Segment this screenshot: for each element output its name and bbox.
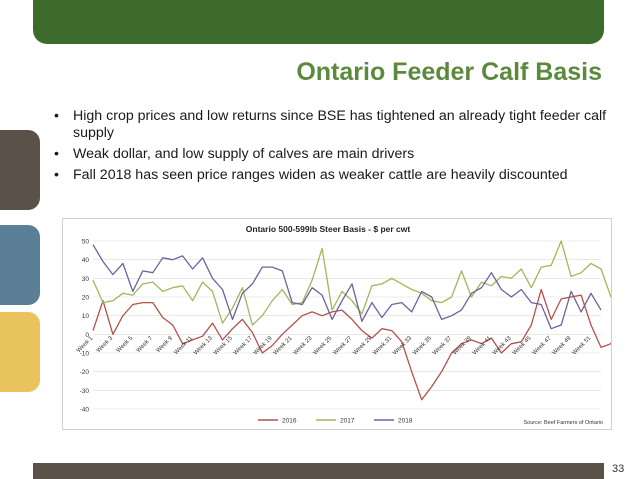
side-tab-blue bbox=[0, 225, 40, 305]
chart-title: Ontario 500-599lb Steer Basis - $ per cw… bbox=[246, 224, 411, 234]
y-tick-label: -40 bbox=[80, 407, 90, 414]
chart-grid bbox=[93, 240, 601, 410]
y-tick-label: 20 bbox=[82, 295, 90, 302]
page-number: 33 bbox=[612, 463, 625, 475]
y-tick-label: 50 bbox=[82, 239, 90, 246]
chart-source: Source: Beef Farmers of Ontario bbox=[524, 420, 603, 426]
y-tick-label: -10 bbox=[80, 351, 90, 358]
series-line-2016 bbox=[92, 288, 611, 401]
bullet-text: Fall 2018 has seen price ranges widen as… bbox=[73, 167, 568, 183]
x-tick-label: Week 5 bbox=[116, 335, 135, 354]
top-bar bbox=[33, 0, 604, 44]
basis-chart-svg: Ontario 500-599lb Steer Basis - $ per cw… bbox=[76, 224, 611, 426]
y-tick-label: 30 bbox=[82, 276, 90, 283]
footer-bar bbox=[33, 463, 604, 479]
x-tick-label: Week 9 bbox=[156, 335, 175, 354]
bullet-dot: • bbox=[54, 167, 59, 183]
series-line-2018 bbox=[92, 244, 602, 330]
bullet-item: • Weak dollar, and low supply of calves a… bbox=[54, 146, 614, 163]
chart-series bbox=[92, 240, 611, 401]
bullet-item: • High crop prices and low returns since … bbox=[54, 108, 614, 142]
bullet-dot: • bbox=[54, 108, 59, 124]
chart-legend: 2016 2017 2018 bbox=[258, 418, 413, 425]
y-tick-label: -30 bbox=[80, 388, 90, 395]
side-tab-brown bbox=[0, 130, 40, 210]
y-tick-label: 0 bbox=[85, 332, 89, 339]
bullet-dot: • bbox=[54, 146, 59, 162]
x-tick-label: Week 3 bbox=[96, 335, 115, 354]
bullet-item: • Fall 2018 has seen price ranges widen a… bbox=[54, 167, 614, 184]
legend-label: 2018 bbox=[398, 418, 413, 425]
legend-label: 2016 bbox=[282, 418, 297, 425]
side-tab-gold bbox=[0, 312, 40, 392]
slide-title: Ontario Feeder Calf Basis bbox=[296, 58, 602, 86]
basis-chart: Ontario 500-599lb Steer Basis - $ per cw… bbox=[62, 218, 612, 430]
series-line-2017 bbox=[92, 240, 611, 326]
y-tick-label: 10 bbox=[82, 313, 90, 320]
legend-label: 2017 bbox=[340, 418, 355, 425]
bullet-list: • High crop prices and low returns since … bbox=[54, 108, 614, 188]
bullet-text: Weak dollar, and low supply of calves ar… bbox=[73, 146, 415, 162]
y-tick-label: -20 bbox=[80, 369, 90, 376]
y-axis-ticks: -40 -30 -20 -10 0 10 20 30 40 50 bbox=[80, 239, 90, 414]
bullet-text: High crop prices and low returns since B… bbox=[73, 108, 607, 141]
y-tick-label: 40 bbox=[82, 257, 90, 264]
x-tick-label: Week 7 bbox=[136, 335, 155, 354]
